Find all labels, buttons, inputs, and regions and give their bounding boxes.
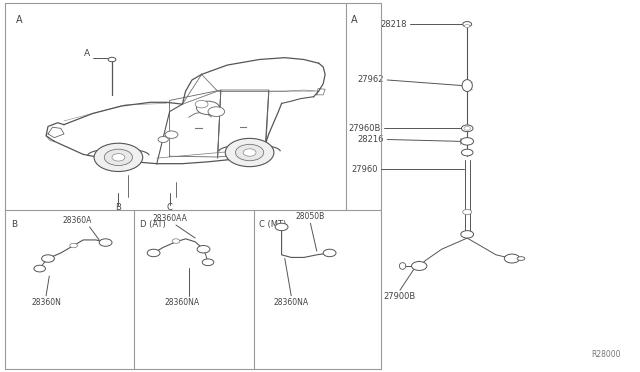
Circle shape bbox=[108, 57, 116, 62]
Text: A: A bbox=[83, 49, 90, 58]
Circle shape bbox=[461, 149, 473, 156]
Circle shape bbox=[465, 25, 470, 28]
Circle shape bbox=[172, 239, 180, 243]
Circle shape bbox=[158, 137, 168, 142]
Circle shape bbox=[275, 223, 288, 231]
Text: C: C bbox=[166, 203, 173, 212]
Text: 28360A: 28360A bbox=[62, 216, 92, 225]
Text: 27960: 27960 bbox=[351, 165, 378, 174]
Text: R28000: R28000 bbox=[591, 350, 621, 359]
Text: 28050B: 28050B bbox=[296, 212, 325, 221]
Text: 28360NA: 28360NA bbox=[165, 298, 200, 307]
Circle shape bbox=[34, 265, 45, 272]
Text: D (AT): D (AT) bbox=[140, 220, 165, 229]
Circle shape bbox=[461, 125, 473, 132]
Text: 28216: 28216 bbox=[358, 135, 384, 144]
Circle shape bbox=[195, 100, 208, 108]
Circle shape bbox=[70, 243, 77, 248]
Ellipse shape bbox=[462, 80, 472, 92]
Circle shape bbox=[461, 138, 474, 145]
Circle shape bbox=[225, 138, 274, 167]
Circle shape bbox=[412, 262, 427, 270]
Ellipse shape bbox=[517, 257, 525, 260]
Text: A: A bbox=[16, 15, 22, 25]
Circle shape bbox=[464, 126, 470, 130]
Text: 28360NA: 28360NA bbox=[274, 298, 308, 307]
Text: B: B bbox=[115, 203, 122, 212]
Circle shape bbox=[461, 231, 474, 238]
Circle shape bbox=[197, 246, 210, 253]
Circle shape bbox=[504, 254, 520, 263]
Circle shape bbox=[202, 259, 214, 266]
Circle shape bbox=[165, 131, 178, 138]
Circle shape bbox=[94, 143, 143, 171]
Circle shape bbox=[463, 209, 472, 215]
Circle shape bbox=[463, 22, 472, 27]
Text: 28360N: 28360N bbox=[31, 298, 61, 307]
Text: 27960B: 27960B bbox=[348, 124, 381, 133]
Circle shape bbox=[112, 154, 125, 161]
Text: C (MT): C (MT) bbox=[259, 220, 287, 229]
Text: A: A bbox=[351, 15, 357, 25]
Circle shape bbox=[243, 149, 256, 156]
Circle shape bbox=[147, 249, 160, 257]
Text: 28218: 28218 bbox=[380, 20, 406, 29]
Ellipse shape bbox=[399, 263, 406, 269]
Circle shape bbox=[208, 107, 225, 116]
Circle shape bbox=[236, 144, 264, 161]
Text: 27900B: 27900B bbox=[384, 292, 416, 301]
Circle shape bbox=[99, 239, 112, 246]
Text: B: B bbox=[12, 220, 18, 229]
Text: 28360AA: 28360AA bbox=[152, 214, 187, 223]
Text: 27962: 27962 bbox=[358, 76, 384, 84]
Circle shape bbox=[42, 255, 54, 262]
Circle shape bbox=[196, 101, 220, 115]
Circle shape bbox=[323, 249, 336, 257]
Circle shape bbox=[104, 149, 132, 166]
